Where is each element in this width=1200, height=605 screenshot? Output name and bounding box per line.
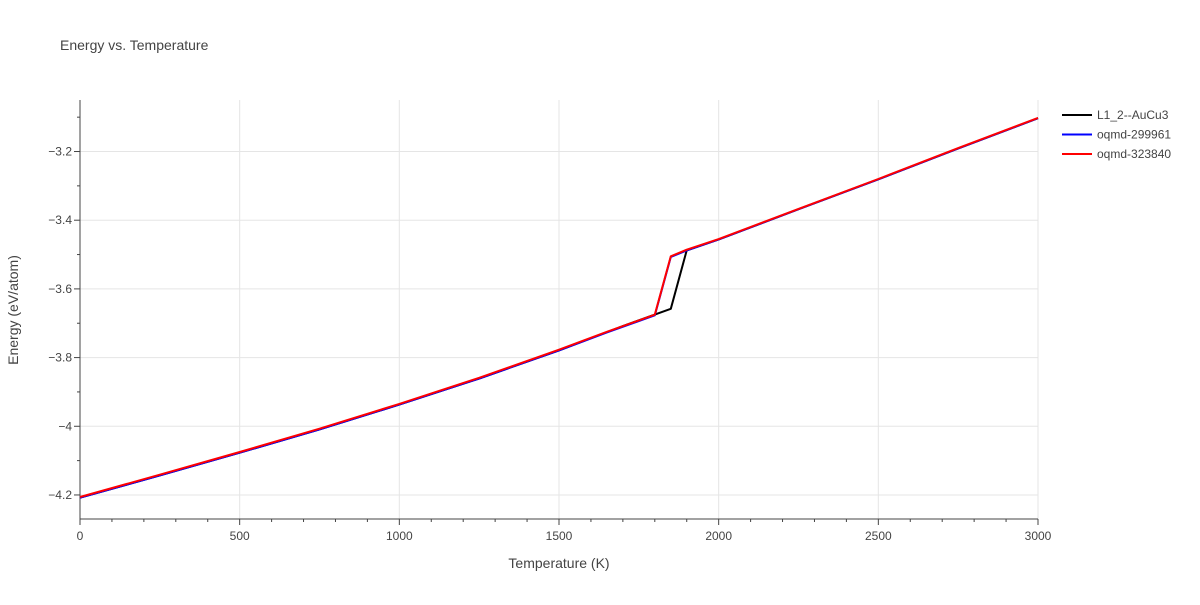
legend-label: L1_2--AuCu3 (1097, 108, 1169, 122)
legend[interactable]: L1_2--AuCu3 oqmd-299961 oqmd-323840 (1062, 108, 1171, 161)
x-tick-label: 2500 (865, 529, 892, 543)
series-line-oqmd-323840 (79, 116, 1039, 498)
x-tick-label: 1500 (546, 529, 573, 543)
data-series (79, 116, 1039, 499)
y-tick-label: −3.2 (48, 145, 72, 159)
y-tick-label: −4 (58, 419, 72, 433)
x-tick-label: 1000 (386, 529, 413, 543)
x-tick-label: 3000 (1025, 529, 1052, 543)
y-tick-label: −4.2 (48, 488, 72, 502)
x-tick-label: 0 (77, 529, 84, 543)
legend-item[interactable]: oqmd-323840 (1062, 147, 1171, 161)
y-tick-label: −3.6 (48, 282, 72, 296)
legend-label: oqmd-323840 (1097, 147, 1171, 161)
legend-label: oqmd-299961 (1097, 128, 1171, 142)
x-tick-label: 500 (230, 529, 250, 543)
grid-lines (80, 100, 1039, 519)
x-tick-label: 2000 (705, 529, 732, 543)
x-axis-label: Temperature (K) (508, 555, 609, 571)
legend-item[interactable]: L1_2--AuCu3 (1062, 108, 1169, 122)
y-axis-label: Energy (eV/atom) (5, 255, 21, 365)
legend-item[interactable]: oqmd-299961 (1062, 128, 1171, 142)
chart-title: Energy vs. Temperature (60, 37, 209, 53)
y-tick-label: −3.8 (48, 351, 72, 365)
axes: 0 500 1000 1500 2000 2500 3000 −4.2 −4 −3.8 −3.6 −3… (48, 100, 1052, 543)
y-tick-label: −3.4 (48, 213, 72, 227)
